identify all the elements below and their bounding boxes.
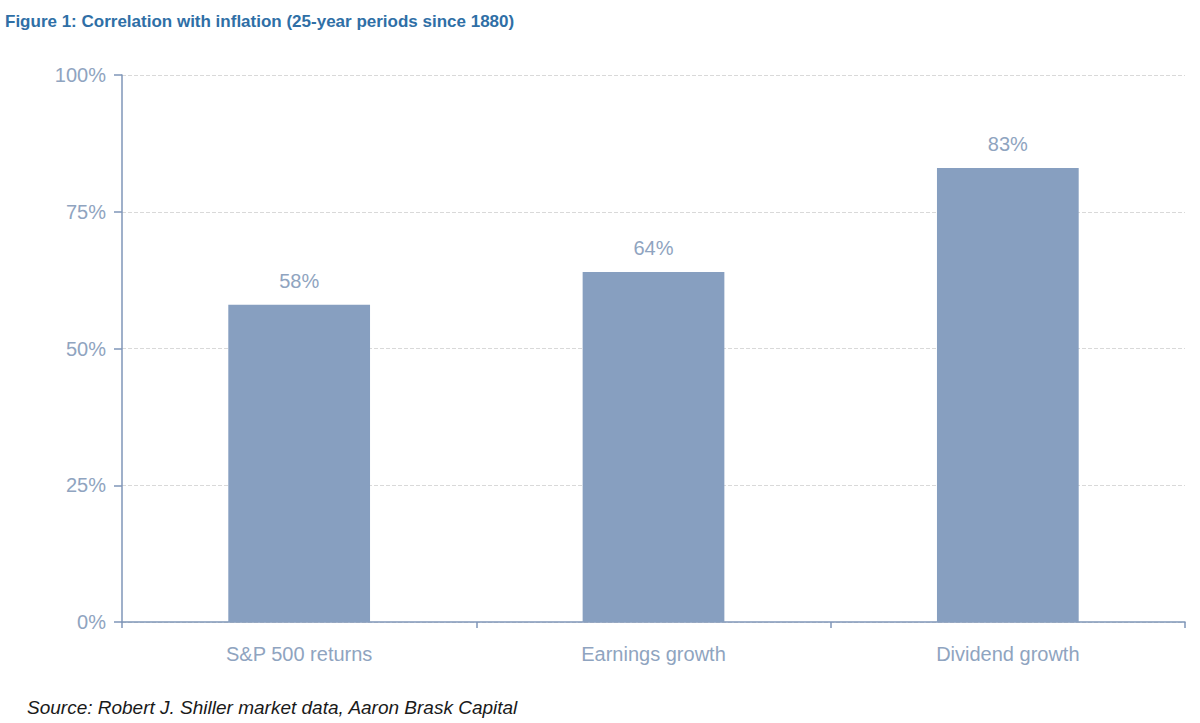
svg-text:64%: 64% bbox=[633, 237, 673, 259]
svg-text:58%: 58% bbox=[279, 270, 319, 292]
svg-text:Dividend growth: Dividend growth bbox=[936, 643, 1079, 665]
svg-text:Figure 1: Correlation with inf: Figure 1: Correlation with inflation (25… bbox=[5, 12, 514, 31]
svg-text:100%: 100% bbox=[55, 64, 106, 86]
svg-text:83%: 83% bbox=[988, 133, 1028, 155]
svg-text:75%: 75% bbox=[66, 201, 106, 223]
svg-text:Source: Robert J. Shiller mark: Source: Robert J. Shiller market data, A… bbox=[27, 697, 518, 718]
svg-text:0%: 0% bbox=[77, 611, 106, 633]
svg-text:S&P 500 returns: S&P 500 returns bbox=[226, 643, 372, 665]
svg-text:50%: 50% bbox=[66, 338, 106, 360]
svg-text:25%: 25% bbox=[66, 474, 106, 496]
svg-text:Earnings growth: Earnings growth bbox=[581, 643, 726, 665]
